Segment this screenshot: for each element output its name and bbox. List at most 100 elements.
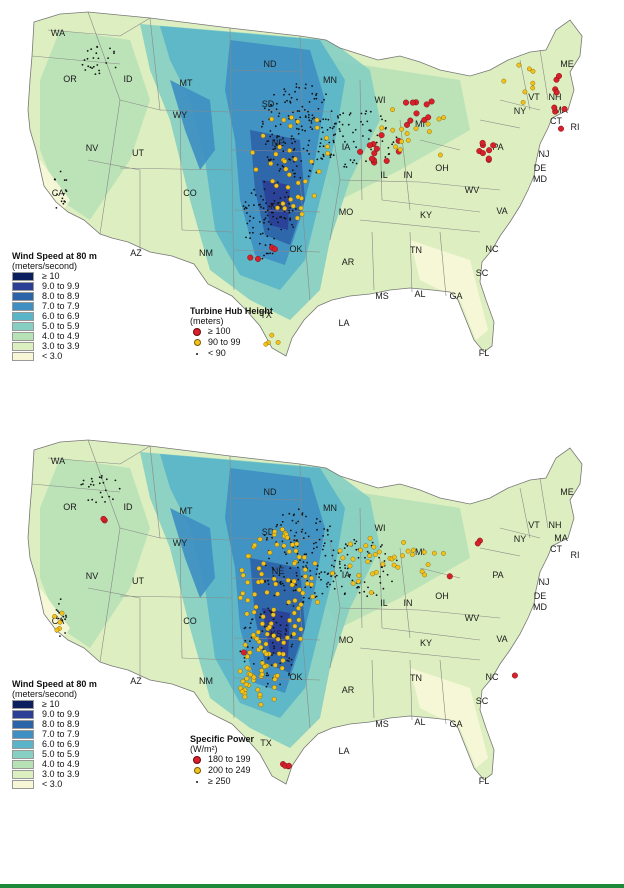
- turbine-marker-black: [338, 560, 341, 563]
- turbine-marker-black: [322, 545, 325, 547]
- turbine-marker-black: [336, 115, 339, 117]
- turbine-marker-yellow: [281, 117, 287, 123]
- wind-legend-label: 5.0 to 5.9: [42, 321, 80, 331]
- state-label-nv: NV: [86, 143, 99, 153]
- turbine-marker-black: [391, 143, 393, 146]
- turbine-marker-black: [259, 233, 262, 236]
- turbine-marker-black: [329, 583, 331, 586]
- turbine-marker-black: [264, 143, 267, 146]
- turbine-marker-black: [298, 110, 301, 112]
- turbine-marker-black: [322, 145, 325, 148]
- turbine-marker-black: [280, 524, 282, 526]
- wind-legend-row: 8.0 to 8.9: [12, 291, 97, 301]
- turbine-marker-black: [296, 98, 298, 101]
- wind-legend-row: 7.0 to 7.9: [12, 301, 97, 311]
- turbine-marker-black: [102, 481, 105, 484]
- turbine-marker-yellow: [291, 610, 297, 616]
- turbine-marker-black: [261, 630, 264, 632]
- turbine-marker-yellow: [337, 548, 343, 554]
- turbine-marker-black: [244, 206, 247, 209]
- state-border: [419, 609, 501, 619]
- turbine-marker-yellow: [284, 535, 290, 541]
- turbine-marker-red: [247, 254, 254, 261]
- turbine-marker-black: [365, 110, 368, 113]
- state-border: [399, 119, 411, 211]
- color-swatch: [12, 271, 34, 281]
- turbine-marker-black: [276, 163, 279, 166]
- turbine-marker-yellow: [395, 564, 401, 570]
- turbine-marker-black: [98, 482, 101, 485]
- turbine-marker-black: [304, 532, 307, 534]
- turbine-marker-yellow: [259, 621, 265, 627]
- turbine-marker-black: [330, 110, 333, 112]
- turbine-marker-yellow: [242, 694, 248, 700]
- turbine-marker-black: [331, 554, 334, 557]
- turbine-marker-yellow: [286, 549, 292, 555]
- turbine-marker-black: [280, 615, 283, 618]
- wind-legend-label: ≥ 10: [42, 699, 60, 709]
- turbine-marker-yellow: [257, 536, 263, 542]
- turbine-marker-black: [369, 130, 372, 133]
- state-border: [359, 507, 363, 629]
- turbine-marker-black: [266, 214, 269, 217]
- turbine-marker-black: [326, 129, 329, 131]
- turbine-marker-yellow: [275, 205, 280, 211]
- turbine-marker-black: [370, 560, 372, 562]
- turbine-marker-black: [295, 531, 298, 534]
- turbine-marker-black: [288, 660, 290, 662]
- turbine-marker-yellow: [309, 582, 314, 588]
- turbine-marker-black: [299, 116, 302, 119]
- turbine-marker-yellow: [298, 626, 304, 632]
- turbine-marker-black: [269, 135, 272, 138]
- wind-speed-legend: Wind Speed at 80 m (meters/second) ≥ 10 9…: [12, 679, 97, 789]
- state-label-ut: UT: [132, 148, 144, 158]
- turbine-marker-black: [378, 556, 380, 559]
- turbine-marker-black: [308, 101, 311, 103]
- turbine-marker-red: [485, 155, 492, 162]
- turbine-marker-black: [270, 211, 273, 214]
- state-label-ok: OK: [289, 672, 302, 682]
- state-border: [229, 455, 233, 599]
- turbine-marker-black: [316, 564, 319, 567]
- turbine-marker-yellow: [59, 610, 65, 616]
- turbine-marker-yellow: [245, 579, 251, 585]
- turbine-marker-black: [339, 130, 341, 133]
- color-swatch: [12, 281, 34, 291]
- color-swatch: [12, 699, 34, 709]
- color-swatch: [12, 729, 34, 739]
- turbine-marker-black: [338, 128, 341, 130]
- hub-legend-label: ≥ 100: [208, 326, 231, 336]
- state-label-ia: IA: [342, 570, 351, 580]
- turbine-marker-black: [309, 170, 312, 172]
- turbine-marker-black: [263, 625, 266, 628]
- wind-legend-row: 3.0 to 3.9: [12, 341, 97, 351]
- turbine-marker-yellow: [291, 631, 297, 637]
- turbine-marker-yellow: [259, 571, 264, 577]
- turbine-marker-yellow: [530, 80, 536, 86]
- turbine-marker-black: [268, 205, 271, 208]
- turbine-marker-black: [109, 47, 111, 50]
- turbine-marker-black: [274, 147, 277, 150]
- turbine-marker-yellow: [258, 644, 264, 650]
- turbine-marker-black: [313, 116, 315, 119]
- turbine-marker-yellow: [263, 641, 269, 647]
- turbine-marker-yellow: [288, 123, 293, 129]
- turbine-marker-black: [342, 135, 344, 138]
- turbine-marker-black: [270, 104, 273, 107]
- turbine-marker-yellow: [368, 590, 374, 596]
- us-coastline: [27, 11, 583, 357]
- state-label-co: CO: [183, 616, 197, 626]
- turbine-marker-yellow: [426, 129, 432, 135]
- turbine-marker-black: [286, 659, 289, 662]
- turbine-marker-black: [338, 121, 341, 123]
- turbine-marker-red: [511, 672, 518, 679]
- turbine-marker-yellow: [315, 599, 320, 605]
- turbine-marker-black: [61, 197, 64, 200]
- turbine-marker-black: [282, 150, 285, 153]
- turbine-marker-black: [91, 67, 93, 69]
- turbine-marker-red: [407, 117, 414, 124]
- turbine-marker-yellow: [425, 562, 431, 568]
- state-label-az: AZ: [130, 676, 142, 686]
